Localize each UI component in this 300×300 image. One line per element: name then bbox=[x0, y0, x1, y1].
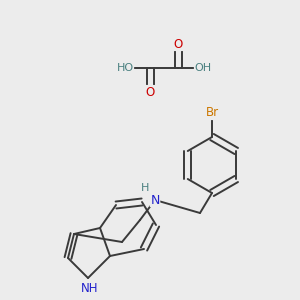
Text: OH: OH bbox=[194, 63, 212, 73]
Text: H: H bbox=[141, 183, 149, 193]
Text: N: N bbox=[150, 194, 160, 206]
Text: NH: NH bbox=[81, 281, 99, 295]
Text: HO: HO bbox=[116, 63, 134, 73]
Text: O: O bbox=[146, 85, 154, 98]
Text: O: O bbox=[173, 38, 183, 50]
Text: Br: Br bbox=[206, 106, 219, 119]
